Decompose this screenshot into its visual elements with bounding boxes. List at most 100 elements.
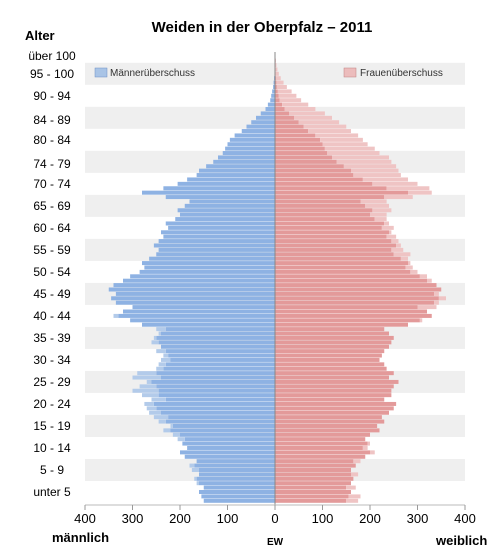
female-bar [275,335,394,340]
age-group-label: 10 - 14 [33,441,71,455]
female-bar [275,164,344,169]
male-bar [149,256,275,261]
female-bar [275,410,389,415]
female-bar [275,243,397,248]
female-bar [275,401,397,406]
female-bar [275,362,385,367]
x-tick-label: 100 [312,511,334,526]
legend-female-label: Frauenüberschuss [360,68,443,79]
male-bar [165,397,275,402]
age-group-label: über 100 [28,49,76,63]
male-bar [113,283,275,288]
female-bar [275,225,382,230]
chart-title: Weiden in der Oberpfalz – 2011 [152,19,373,36]
male-bar [165,419,275,424]
female-surplus-bar [374,217,387,222]
female-bar [275,388,392,393]
female-surplus-bar [362,445,368,450]
female-bar [275,89,278,94]
male-bar [270,98,275,103]
male-bar [156,371,275,376]
female-bar [275,353,382,358]
male-surplus-bar [132,388,159,393]
female-surplus-bar [346,498,359,503]
male-bar [142,190,275,195]
male-bar [168,353,275,358]
male-surplus-bar [161,357,171,362]
male-surplus-bar [158,362,166,367]
male-bar [203,485,275,490]
male-bar [273,85,275,90]
male-surplus-bar [170,423,173,428]
female-bar [275,199,361,204]
female-bar [275,322,408,327]
age-group-label: 25 - 29 [33,375,71,389]
age-group-label: 80 - 84 [33,133,71,147]
female-bar [275,190,408,195]
female-surplus-bar [294,115,332,120]
male-bar [130,274,275,279]
male-bar [161,375,275,380]
female-bar [275,300,435,305]
male-bar [115,300,275,305]
age-labels: über 100 95 - 100 90 - 94 84 - 89 80 - 84 74 … [28,49,76,499]
female-bar [275,371,394,376]
female-bar [275,283,437,288]
x-tick-label: 400 [74,511,96,526]
female-bar [275,212,370,217]
female-surplus-bar [386,186,430,191]
male-bar [187,445,275,450]
female-bar [275,344,389,349]
male-bar [142,322,275,327]
legend-male-label: Männerüberschuss [110,68,195,79]
female-surplus-bar [298,120,340,125]
female-bar [275,278,427,283]
male-bar [156,252,275,257]
female-bar [275,80,277,85]
x-tick-labels: 400 300 200 100 0 100 200 300 400 [74,511,476,526]
male-bar [163,186,275,191]
male-surplus-bar [146,379,152,384]
female-bar [275,379,399,384]
female-bar [275,221,385,226]
male-surplus-bar [156,349,166,354]
male-bar [180,432,275,437]
female-surplus-bar [275,63,277,68]
age-group-label: 70 - 74 [33,177,71,191]
female-bar [275,217,375,222]
male-bar [227,142,275,147]
female-bar [275,234,387,239]
male-bar [180,212,275,217]
female-surplus-bar [384,195,413,200]
male-surplus-bar [151,397,166,402]
male-surplus-bar [151,340,159,345]
male-bar [203,498,275,503]
age-group-label: 65 - 69 [33,199,71,213]
female-bar [275,155,332,160]
male-surplus-bar [153,415,169,420]
female-surplus-bar [284,107,316,112]
female-bar [275,256,401,261]
female-surplus-bar [360,199,387,204]
female-bar [275,115,294,120]
female-surplus-bar [365,203,389,208]
female-bar [275,129,309,134]
male-bar [118,313,275,318]
female-bar [275,305,418,310]
female-surplus-bar [372,208,392,213]
age-group-label: 84 - 89 [33,113,71,127]
female-surplus-bar [362,177,408,182]
male-bar [194,463,275,468]
age-group-label: 40 - 44 [33,309,71,323]
male-bar [196,459,275,464]
male-surplus-bar [163,353,169,358]
female-surplus-bar [308,129,351,134]
female-bar [275,151,328,156]
male-bar [177,181,275,186]
male-bar [111,296,275,301]
male-bar [165,195,275,200]
female-surplus-bar [408,261,411,266]
female-bar [275,168,351,173]
female-surplus-bar [275,71,279,76]
